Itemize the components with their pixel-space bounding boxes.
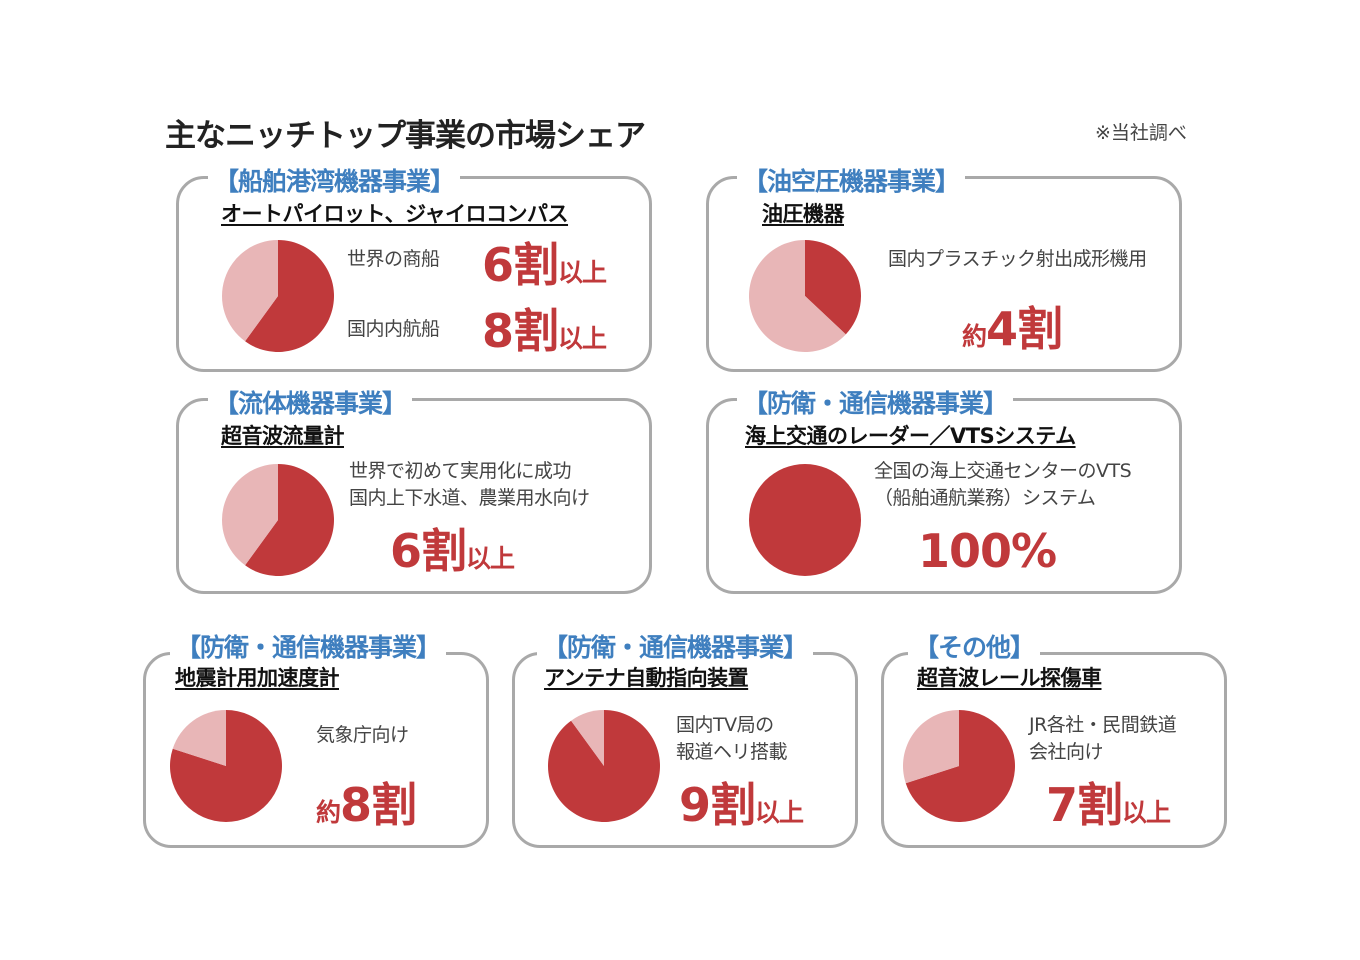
pie-slice-other [571, 710, 604, 766]
description: 国内上下水道、農業用水向け [349, 487, 590, 509]
card-fluid-equipment [176, 398, 652, 594]
pie-slice-share [905, 710, 1015, 822]
pie-chart [221, 464, 334, 576]
description: JR各社・民間鉄道 [1029, 714, 1177, 736]
product-name: 超音波レール探傷車 [917, 666, 1102, 690]
share-value: 100% [918, 524, 1057, 578]
description: 全国の海上交通センターのVTS [874, 460, 1132, 482]
share-value: 6割以上 [482, 238, 607, 292]
share-value: 6割以上 [390, 524, 515, 578]
pie-slice-share [805, 240, 861, 335]
description: 報道ヘリ搭載 [676, 741, 788, 763]
product-name: 地震計用加速度計 [175, 666, 340, 690]
pie-slice-share [245, 464, 334, 576]
category-label: 【防衛・通信機器事業】 [170, 628, 447, 664]
product-name: 油圧機器 [762, 202, 845, 226]
pie-chart [749, 240, 861, 352]
pie-chart [749, 464, 861, 576]
category-label: 【船舶港湾機器事業】 [208, 162, 461, 198]
description: 国内プラスチック射出成形機用 [888, 248, 1147, 270]
category-label: 【その他】 [908, 628, 1041, 664]
product-name: オートパイロット、ジャイロコンパス [221, 202, 569, 226]
market-label: 国内内航船 [347, 318, 440, 340]
share-value: 8割以上 [482, 304, 607, 358]
description: 国内TV局の [676, 714, 774, 736]
pie-chart [548, 710, 660, 822]
page-title: 主なニッチトップ事業の市場シェア [165, 118, 646, 154]
description: 会社向け [1029, 741, 1104, 763]
product-name: 超音波流量計 [221, 424, 345, 448]
source-note: ※当社調べ [1095, 122, 1187, 144]
market-label: 世界の商船 [347, 248, 440, 270]
description: （船舶通航業務）システム [874, 487, 1096, 509]
category-label: 【防衛・通信機器事業】 [737, 384, 1014, 420]
card-rail-inspection [881, 652, 1227, 848]
pie-slice-other [749, 240, 846, 352]
pie-slice-other [221, 240, 278, 342]
product-name: 海上交通のレーダー／VTSシステム [745, 424, 1076, 448]
pie-slice-other [172, 710, 226, 766]
pie-slice-share [245, 240, 334, 352]
share-value: 9割以上 [679, 778, 804, 832]
pie-slice-other [903, 710, 959, 784]
pie-chart [221, 240, 334, 352]
category-label: 【防衛・通信機器事業】 [537, 628, 814, 664]
pie-chart [903, 710, 1015, 822]
product-name: アンテナ自動指向装置 [544, 666, 749, 690]
description: 気象庁向け [316, 724, 409, 746]
pie-chart [170, 710, 282, 822]
share-value: 約4割 [962, 302, 1063, 356]
category-label: 【油空圧機器事業】 [737, 162, 966, 198]
description: 世界で初めて実用化に成功 [349, 460, 572, 482]
share-value: 7割以上 [1046, 778, 1171, 832]
pie-slice-other [221, 464, 278, 566]
share-value: 約8割 [316, 778, 417, 832]
pie-slice-share [749, 464, 861, 576]
category-label: 【流体機器事業】 [208, 384, 413, 420]
